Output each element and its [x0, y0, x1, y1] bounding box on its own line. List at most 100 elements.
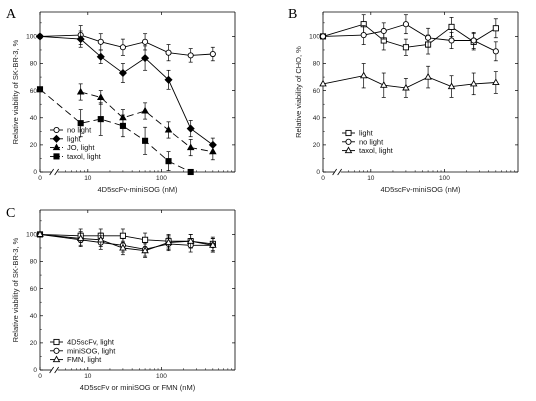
legend-marker — [345, 138, 352, 145]
axis-break-mark — [54, 366, 59, 374]
legend-label: no light — [359, 137, 384, 146]
data-point — [209, 241, 217, 248]
data-point — [448, 23, 455, 30]
data-point — [96, 52, 105, 61]
legend-label: taxol, light — [359, 146, 394, 155]
series-line — [39, 233, 213, 245]
axis-break-mark — [49, 168, 54, 176]
y-tick-label: 0 — [33, 169, 37, 176]
data-point — [142, 236, 149, 243]
data-point — [186, 124, 195, 133]
series-light — [319, 14, 499, 56]
series-no-light — [36, 25, 216, 63]
y-tick-label: 20 — [30, 340, 38, 347]
series-line — [322, 23, 496, 52]
data-point — [470, 37, 477, 44]
x-tick-label: 0 — [38, 175, 42, 182]
data-point — [76, 87, 85, 95]
x-axis-title: 4D5scFv-miniSOG (nM) — [97, 185, 178, 194]
data-point — [319, 79, 327, 87]
y-tick-label: 40 — [30, 313, 38, 320]
data-point — [424, 72, 432, 80]
series-line — [39, 233, 213, 250]
data-point — [77, 120, 84, 127]
y-tick-label: 80 — [313, 61, 321, 68]
x-axis-title: 4D5scFv or miniSOG or FMN (nM) — [80, 383, 196, 392]
series-no-light — [319, 14, 499, 62]
x-tick-label: 100 — [156, 373, 167, 380]
data-point — [142, 38, 149, 45]
x-tick-label: 100 — [439, 175, 450, 182]
data-point — [187, 168, 194, 176]
data-point — [97, 116, 104, 123]
x-tick-label: 0 — [38, 373, 42, 380]
chart-panel-a: A 0 20 40 60 80 100 0 10 100 4D5scFv-miniSOG (nM) R… — [6, 7, 236, 194]
legend-label: FMN, light — [67, 355, 102, 364]
y-tick-label: 60 — [30, 286, 38, 293]
x-tick-label: 10 — [367, 175, 375, 182]
data-point — [36, 86, 44, 93]
data-point — [76, 234, 85, 242]
y-tick-label: 100 — [26, 34, 37, 41]
legend-label: taxol, light — [67, 152, 102, 161]
data-point — [380, 27, 387, 35]
legend-marker — [52, 134, 61, 143]
axis-break-mark — [332, 168, 337, 176]
legend-marker — [53, 153, 60, 160]
y-tick-label: 80 — [30, 259, 38, 266]
legend-marker — [52, 355, 61, 363]
legend-marker — [52, 143, 61, 151]
data-point — [402, 21, 409, 28]
data-point — [142, 137, 149, 144]
legend-marker — [345, 129, 352, 137]
data-point — [165, 158, 172, 165]
chart-panel-b: B 0 20 40 60 80 100 0 10 100 4D5scFv-miniSOG (nM) R… — [288, 7, 519, 194]
data-point — [469, 79, 478, 87]
y-tick-label: 80 — [30, 61, 38, 68]
y-tick-label: 60 — [30, 88, 38, 95]
data-point — [118, 68, 127, 78]
legend-label: light — [359, 129, 374, 138]
x-axis-title: 4D5scFv-miniSOG (nM) — [380, 185, 461, 194]
x-tick-label: 10 — [84, 373, 92, 380]
data-point — [186, 143, 195, 151]
data-point — [141, 54, 150, 63]
data-point — [209, 50, 216, 58]
data-point — [187, 52, 194, 59]
legend-marker — [53, 347, 60, 354]
data-point — [165, 49, 172, 56]
data-point — [360, 32, 367, 39]
series-line — [39, 34, 213, 56]
y-tick-label: 100 — [309, 34, 320, 41]
y-axis-title: Relative viability of CHO, % — [294, 46, 303, 138]
data-point — [119, 44, 126, 51]
y-tick-label: 60 — [313, 88, 321, 95]
data-point — [492, 78, 500, 86]
data-point — [425, 34, 432, 41]
x-tick-label: 0 — [321, 175, 325, 182]
legend-label: 4D5scFv, light — [67, 338, 115, 347]
legend-label: JO, light — [67, 143, 95, 152]
y-tick-label: 0 — [316, 169, 320, 176]
data-point — [97, 38, 104, 45]
panel-letter: A — [6, 7, 17, 22]
data-point — [119, 232, 126, 239]
series-taxol-light — [36, 86, 194, 176]
chart-panel-c: C 0 20 40 60 80 100 0 10 100 4D5scFv or miniSOG or… — [6, 206, 236, 392]
data-point — [141, 246, 149, 254]
data-point — [119, 122, 126, 129]
data-point — [209, 147, 217, 155]
axis-break-mark — [54, 168, 59, 176]
data-point — [492, 25, 499, 32]
legend-label: miniSOG, light — [67, 346, 116, 355]
y-tick-label: 40 — [30, 115, 38, 122]
data-point — [359, 71, 368, 79]
series-taxol-light — [319, 63, 500, 98]
data-point — [447, 82, 456, 90]
data-point — [141, 106, 149, 114]
axis-break-mark — [49, 366, 54, 374]
series-line — [39, 233, 213, 252]
